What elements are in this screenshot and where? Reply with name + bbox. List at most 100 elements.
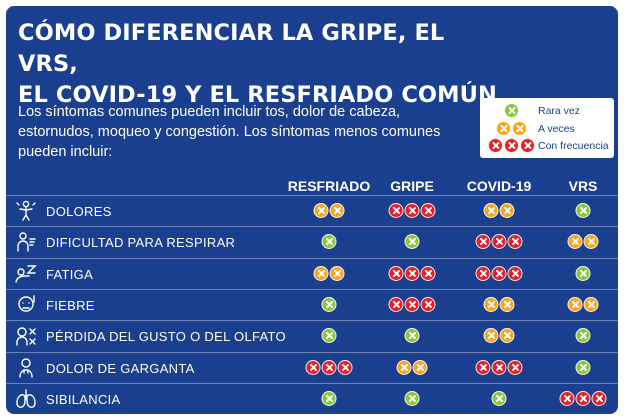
legend-label: Rara vez [538,105,581,117]
severity-cell-gripe [404,390,420,407]
intro-text: Los síntomas comunes pueden incluir tos,… [18,104,441,160]
severity-dot [511,121,527,136]
column-header-covid: COVID-19 [466,178,532,194]
symptom-label: FATIGA [46,266,94,282]
symptom-label: DIFICULTAD PARA RESPIRAR [46,235,236,251]
legend-label: A veces [538,123,575,135]
severity-dot [575,328,591,344]
page-title: CÓMO DIFERENCIAR LA GRIPE, EL VRS, EL CO… [18,18,498,111]
severity-dot [388,265,404,281]
severity-dot [507,265,523,281]
severity-dot [412,359,428,375]
severity-dot [491,234,507,250]
legend-dots [486,138,536,156]
severity-dot [305,359,321,375]
severity-dot [583,296,599,312]
severity-dot [396,359,412,375]
severity-dot [499,296,515,312]
severity-dot [475,234,491,250]
severity-dot [337,359,353,375]
severity-dot [388,296,404,312]
severity-cell-gripe [388,296,436,313]
severity-cell-covid-19 [483,328,515,344]
severity-dot [483,296,499,312]
table-row: FIEBRE [6,288,618,321]
severity-dot [491,390,507,406]
severity-cell-covid-19 [491,390,507,407]
severity-dot [313,203,329,218]
severity-dot [404,203,420,218]
severity-dot [503,103,519,118]
severity-cell-vrs [559,390,607,407]
table-row: FATIGA [6,257,618,290]
severity-dot [507,359,523,375]
severity-dot [567,296,583,312]
legend-row-frequent: Con frecuencia [480,138,614,156]
legend: Rara vez A veces Con frecuencia [480,98,614,158]
body-aches-icon [14,199,38,223]
severity-dot [499,203,515,218]
severity-cell-resfriado [313,203,345,219]
severity-dot [487,138,503,153]
severity-dot [575,390,591,406]
column-header-rsv: VRS [568,178,598,194]
legend-dots [486,121,536,139]
column-header-cold: RESFRIADO [287,178,371,194]
severity-dot [591,390,607,406]
severity-cell-gripe [404,328,420,344]
severity-dot [575,265,591,281]
severity-dot [491,265,507,281]
symptom-label: DOLORES [46,204,112,219]
severity-dot [420,296,436,312]
taste-smell-icon [14,324,38,348]
severity-dot [475,265,491,281]
symptom-label: PÉRDIDA DEL GUSTO O DEL OLFATO [46,329,286,345]
symptom-label: DOLOR DE GARGANTA [46,360,195,376]
severity-cell-vrs [575,328,591,344]
severity-cell-resfriado [321,390,337,407]
severity-dot [491,359,507,375]
legend-row-sometimes: A veces [480,121,614,139]
severity-cell-vrs [575,265,591,282]
infographic-card: CÓMO DIFERENCIAR LA GRIPE, EL VRS, EL CO… [6,6,618,414]
severity-dot [329,265,345,281]
lungs-icon [14,387,38,411]
table-row: PÉRDIDA DEL GUSTO O DEL OLFATO [6,320,618,352]
severity-dot [404,296,420,312]
fever-icon [14,293,38,317]
severity-dot [559,390,575,406]
severity-cell-covid-19 [475,234,523,250]
severity-dot [503,138,519,153]
table-row: DIFICULTAD PARA RESPIRAR [6,226,618,258]
severity-dot [404,234,420,250]
severity-cell-vrs [575,203,591,219]
severity-cell-resfriado [321,328,337,344]
severity-cell-resfriado [305,359,353,376]
severity-dot [475,359,491,375]
title-line-2: EL COVID-19 Y EL RESFRIADO COMÚN [18,82,497,108]
legend-label: Con frecuencia [538,140,609,152]
severity-cell-covid-19 [475,265,523,282]
severity-cell-gripe [404,234,420,250]
severity-dot [575,203,591,218]
severity-dot [321,359,337,375]
severity-cell-resfriado [321,296,337,313]
severity-dot [313,265,329,281]
severity-dot [388,203,404,218]
severity-dot [329,203,345,218]
severity-dot [507,234,523,250]
column-header-flu: GRIPE [390,178,434,194]
severity-cell-vrs [575,359,591,376]
legend-dots [486,103,536,121]
severity-dot [420,203,436,218]
severity-dot [499,328,515,344]
table-row: SIBILANCIA [6,382,618,414]
severity-dot [519,138,535,153]
severity-dot [321,328,337,344]
severity-dot [483,203,499,218]
severity-dot [495,121,511,136]
legend-row-rare: Rara vez [480,103,614,121]
severity-dot [321,390,337,406]
severity-cell-covid-19 [483,203,515,219]
severity-cell-vrs [567,296,599,313]
